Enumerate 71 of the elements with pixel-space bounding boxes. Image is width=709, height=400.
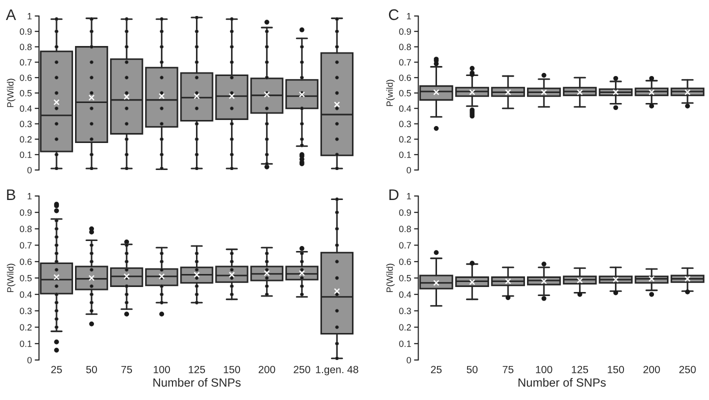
chart-title: B: [7, 189, 16, 200]
y-tick-label: 1: [407, 193, 411, 200]
y-tick-label: 0.4: [20, 291, 32, 298]
y-tick-label: 0.3: [399, 120, 411, 128]
x-tick-label: 25: [430, 366, 442, 374]
y-tick-label: 0.8: [399, 226, 411, 232]
y-tick-label: 0.8: [20, 226, 32, 232]
y-tick-label: 0.9: [399, 209, 411, 216]
y-tick-label: 0.9: [20, 209, 32, 216]
x-axis-title: Number of SNPs: [518, 378, 606, 387]
x-tick-label: 200: [258, 366, 276, 374]
y-tick-label: 1: [28, 13, 32, 20]
x-tick-label: 50: [466, 366, 478, 374]
y-tick-label: 0.9: [399, 28, 411, 35]
y-tick-label: 0.5: [20, 274, 32, 282]
x-tick-label: 100: [536, 366, 552, 374]
y-tick-label: 1: [407, 13, 411, 20]
y-axis-title: P(Wild): [6, 78, 16, 108]
x-tick-label: 100: [154, 366, 170, 374]
y-axis-title: P(wild): [386, 80, 395, 106]
y-tick-label: 0.7: [20, 242, 32, 249]
y-tick-label: 0.5: [399, 274, 411, 282]
y-tick-label: 0: [406, 166, 412, 174]
y-tick-label: 0.4: [399, 291, 412, 298]
y-axis-title: P(Wild): [386, 264, 395, 292]
x-tick-label: 150: [224, 366, 240, 374]
y-tick-label: 0.7: [20, 59, 32, 66]
y-tick-label: 0.2: [399, 324, 411, 331]
y-tick-label: 0.2: [20, 324, 32, 331]
x-tick-label: 75: [502, 366, 514, 374]
x-tick-label: 1.gen. 48: [316, 366, 358, 376]
y-tick-label: 0.1: [399, 340, 411, 347]
y-tick-label: 0.3: [20, 308, 32, 314]
x-tick-label: 125: [188, 366, 205, 374]
y-tick-label: 0.5: [399, 90, 411, 96]
y-tick-label: 0.6: [399, 258, 411, 265]
y-tick-label: 0: [27, 356, 32, 364]
y-tick-label: 0.1: [20, 152, 32, 158]
x-tick-label: 25: [51, 366, 62, 374]
chart-title: A: [6, 9, 16, 20]
y-tick-label: 0.1: [20, 340, 32, 347]
y-axis-title: P(Wild): [6, 264, 16, 292]
y-tick-label: 0.1: [399, 152, 411, 158]
x-tick-label: 125: [572, 366, 588, 374]
y-tick-label: 0.8: [20, 44, 32, 50]
x-tick-label: 250: [294, 366, 310, 374]
y-tick-label: 0.6: [20, 258, 32, 265]
x-tick-label: 250: [679, 366, 696, 374]
x-tick-label: 75: [121, 366, 132, 374]
x-tick-label: 200: [643, 366, 660, 374]
y-tick-label: 0.2: [20, 136, 32, 143]
y-tick-label: 0: [27, 166, 32, 174]
y-tick-label: 0.6: [399, 74, 411, 81]
y-tick-label: 0.2: [399, 136, 411, 143]
chart-title: C: [388, 9, 399, 20]
y-tick-label: 0.8: [399, 44, 411, 50]
y-tick-label: 0.9: [20, 28, 32, 35]
y-tick-label: 0.4: [20, 105, 32, 112]
x-tick-label: 50: [86, 366, 97, 374]
y-tick-label: 0.7: [399, 242, 411, 249]
y-tick-label: 0.4: [399, 105, 412, 112]
y-tick-label: 1: [28, 193, 32, 200]
y-tick-label: 0: [406, 356, 412, 364]
y-tick-label: 0.3: [20, 120, 32, 128]
x-tick-label: 150: [608, 366, 624, 374]
y-tick-label: 0.3: [399, 308, 411, 314]
chart-title: D: [389, 189, 398, 200]
y-tick-label: 0.7: [399, 59, 411, 66]
x-axis-title: Number of SNPs: [153, 378, 241, 387]
y-tick-label: 0.6: [20, 74, 32, 81]
y-tick-label: 0.5: [20, 90, 32, 96]
